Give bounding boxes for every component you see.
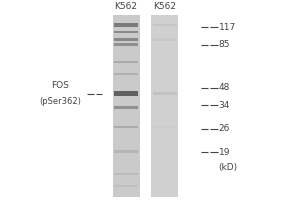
FancyBboxPatch shape (114, 173, 138, 175)
Text: (pSer362): (pSer362) (40, 97, 81, 106)
FancyBboxPatch shape (114, 61, 138, 63)
FancyBboxPatch shape (153, 92, 177, 95)
FancyBboxPatch shape (114, 91, 138, 96)
FancyBboxPatch shape (114, 31, 138, 33)
Text: 26: 26 (219, 124, 230, 133)
FancyBboxPatch shape (114, 43, 138, 46)
Text: (kD): (kD) (219, 163, 238, 172)
FancyBboxPatch shape (114, 150, 138, 153)
Text: 85: 85 (219, 40, 230, 49)
FancyBboxPatch shape (114, 185, 138, 187)
FancyBboxPatch shape (114, 38, 138, 41)
FancyBboxPatch shape (153, 150, 177, 152)
Text: 34: 34 (219, 101, 230, 110)
FancyBboxPatch shape (113, 15, 140, 197)
FancyBboxPatch shape (153, 24, 177, 26)
FancyBboxPatch shape (114, 126, 138, 128)
Text: 117: 117 (219, 23, 236, 32)
FancyBboxPatch shape (114, 73, 138, 75)
FancyBboxPatch shape (153, 126, 177, 128)
FancyBboxPatch shape (153, 38, 177, 41)
FancyBboxPatch shape (114, 106, 138, 109)
Text: K562: K562 (115, 2, 138, 11)
Text: K562: K562 (153, 2, 176, 11)
Text: 19: 19 (219, 148, 230, 157)
FancyBboxPatch shape (114, 23, 138, 27)
Text: 48: 48 (219, 83, 230, 92)
Text: FOS: FOS (52, 81, 69, 90)
FancyBboxPatch shape (152, 15, 178, 197)
